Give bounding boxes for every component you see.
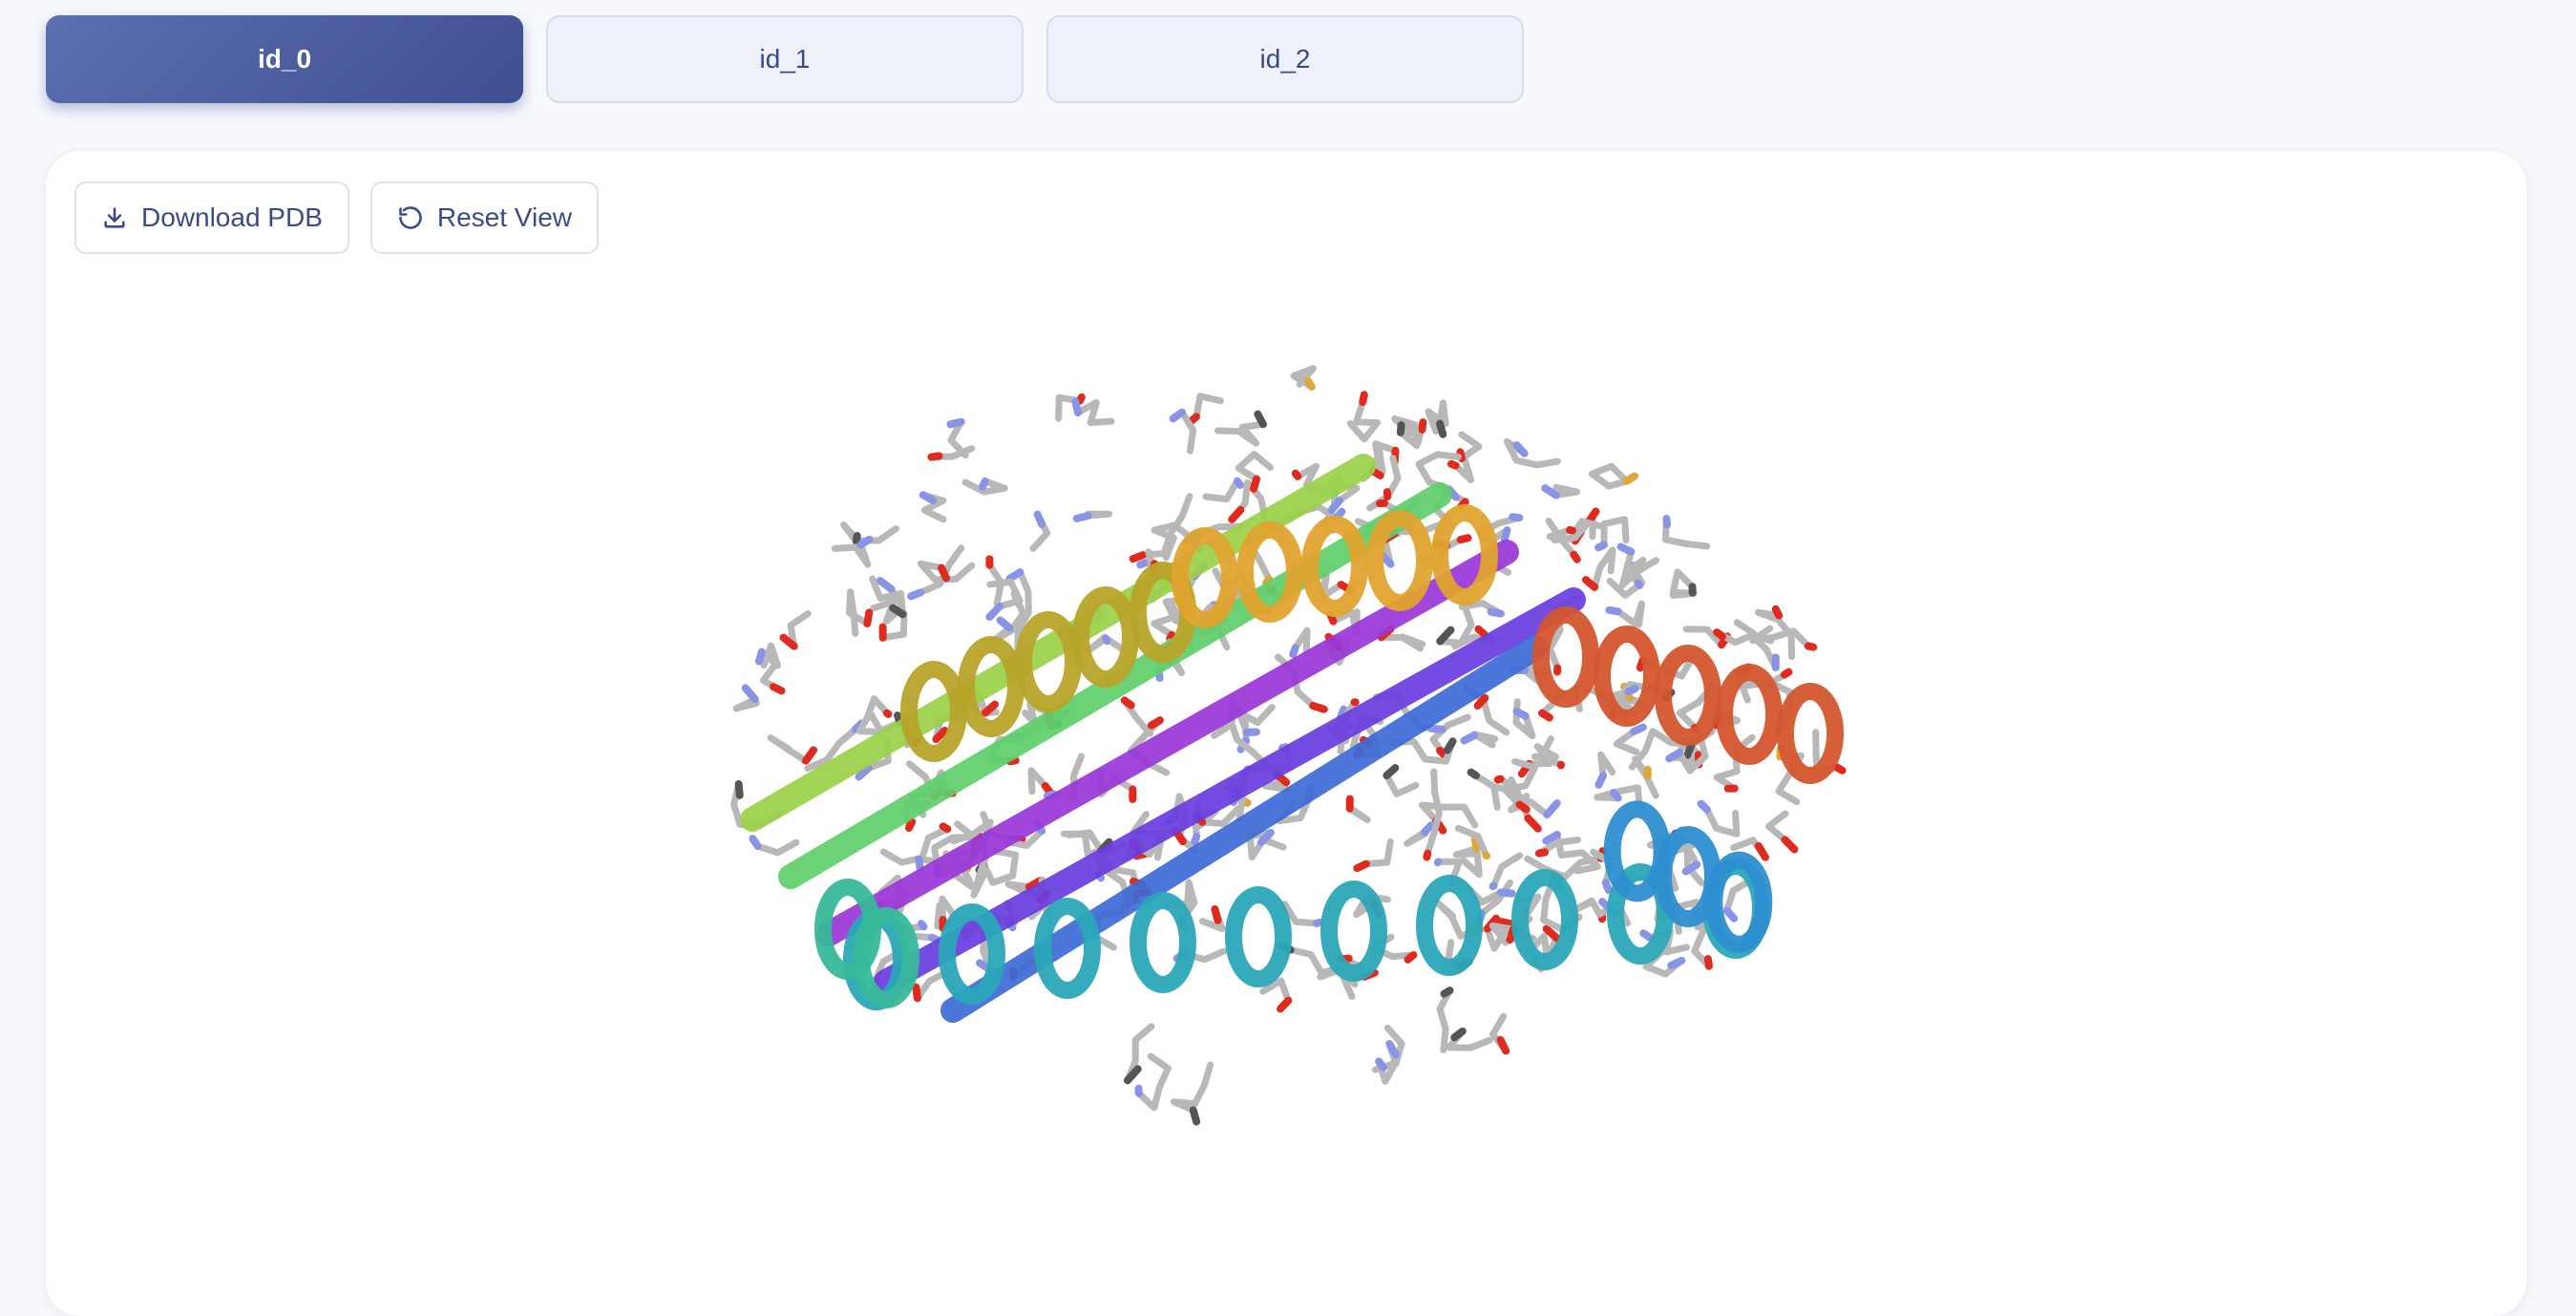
download-pdb-label: Download PDB [141,202,323,233]
rotate-ccw-icon [397,204,424,231]
reset-view-button[interactable]: Reset View [370,181,599,254]
protein-3d-viewer[interactable] [46,151,2526,1316]
protein-structure-render[interactable] [46,151,2526,1316]
download-pdb-button[interactable]: Download PDB [74,181,349,254]
reset-view-label: Reset View [437,202,572,233]
tab-id-1[interactable]: id_1 [546,15,1024,103]
tab-id-0[interactable]: id_0 [46,15,523,103]
structure-viewer-panel: Download PDB Reset View [46,151,2526,1316]
structure-tabs: id_0 id_1 id_2 [46,15,1524,103]
download-icon [101,204,128,231]
viewer-toolbar: Download PDB Reset View [74,181,599,254]
tab-id-2[interactable]: id_2 [1046,15,1524,103]
